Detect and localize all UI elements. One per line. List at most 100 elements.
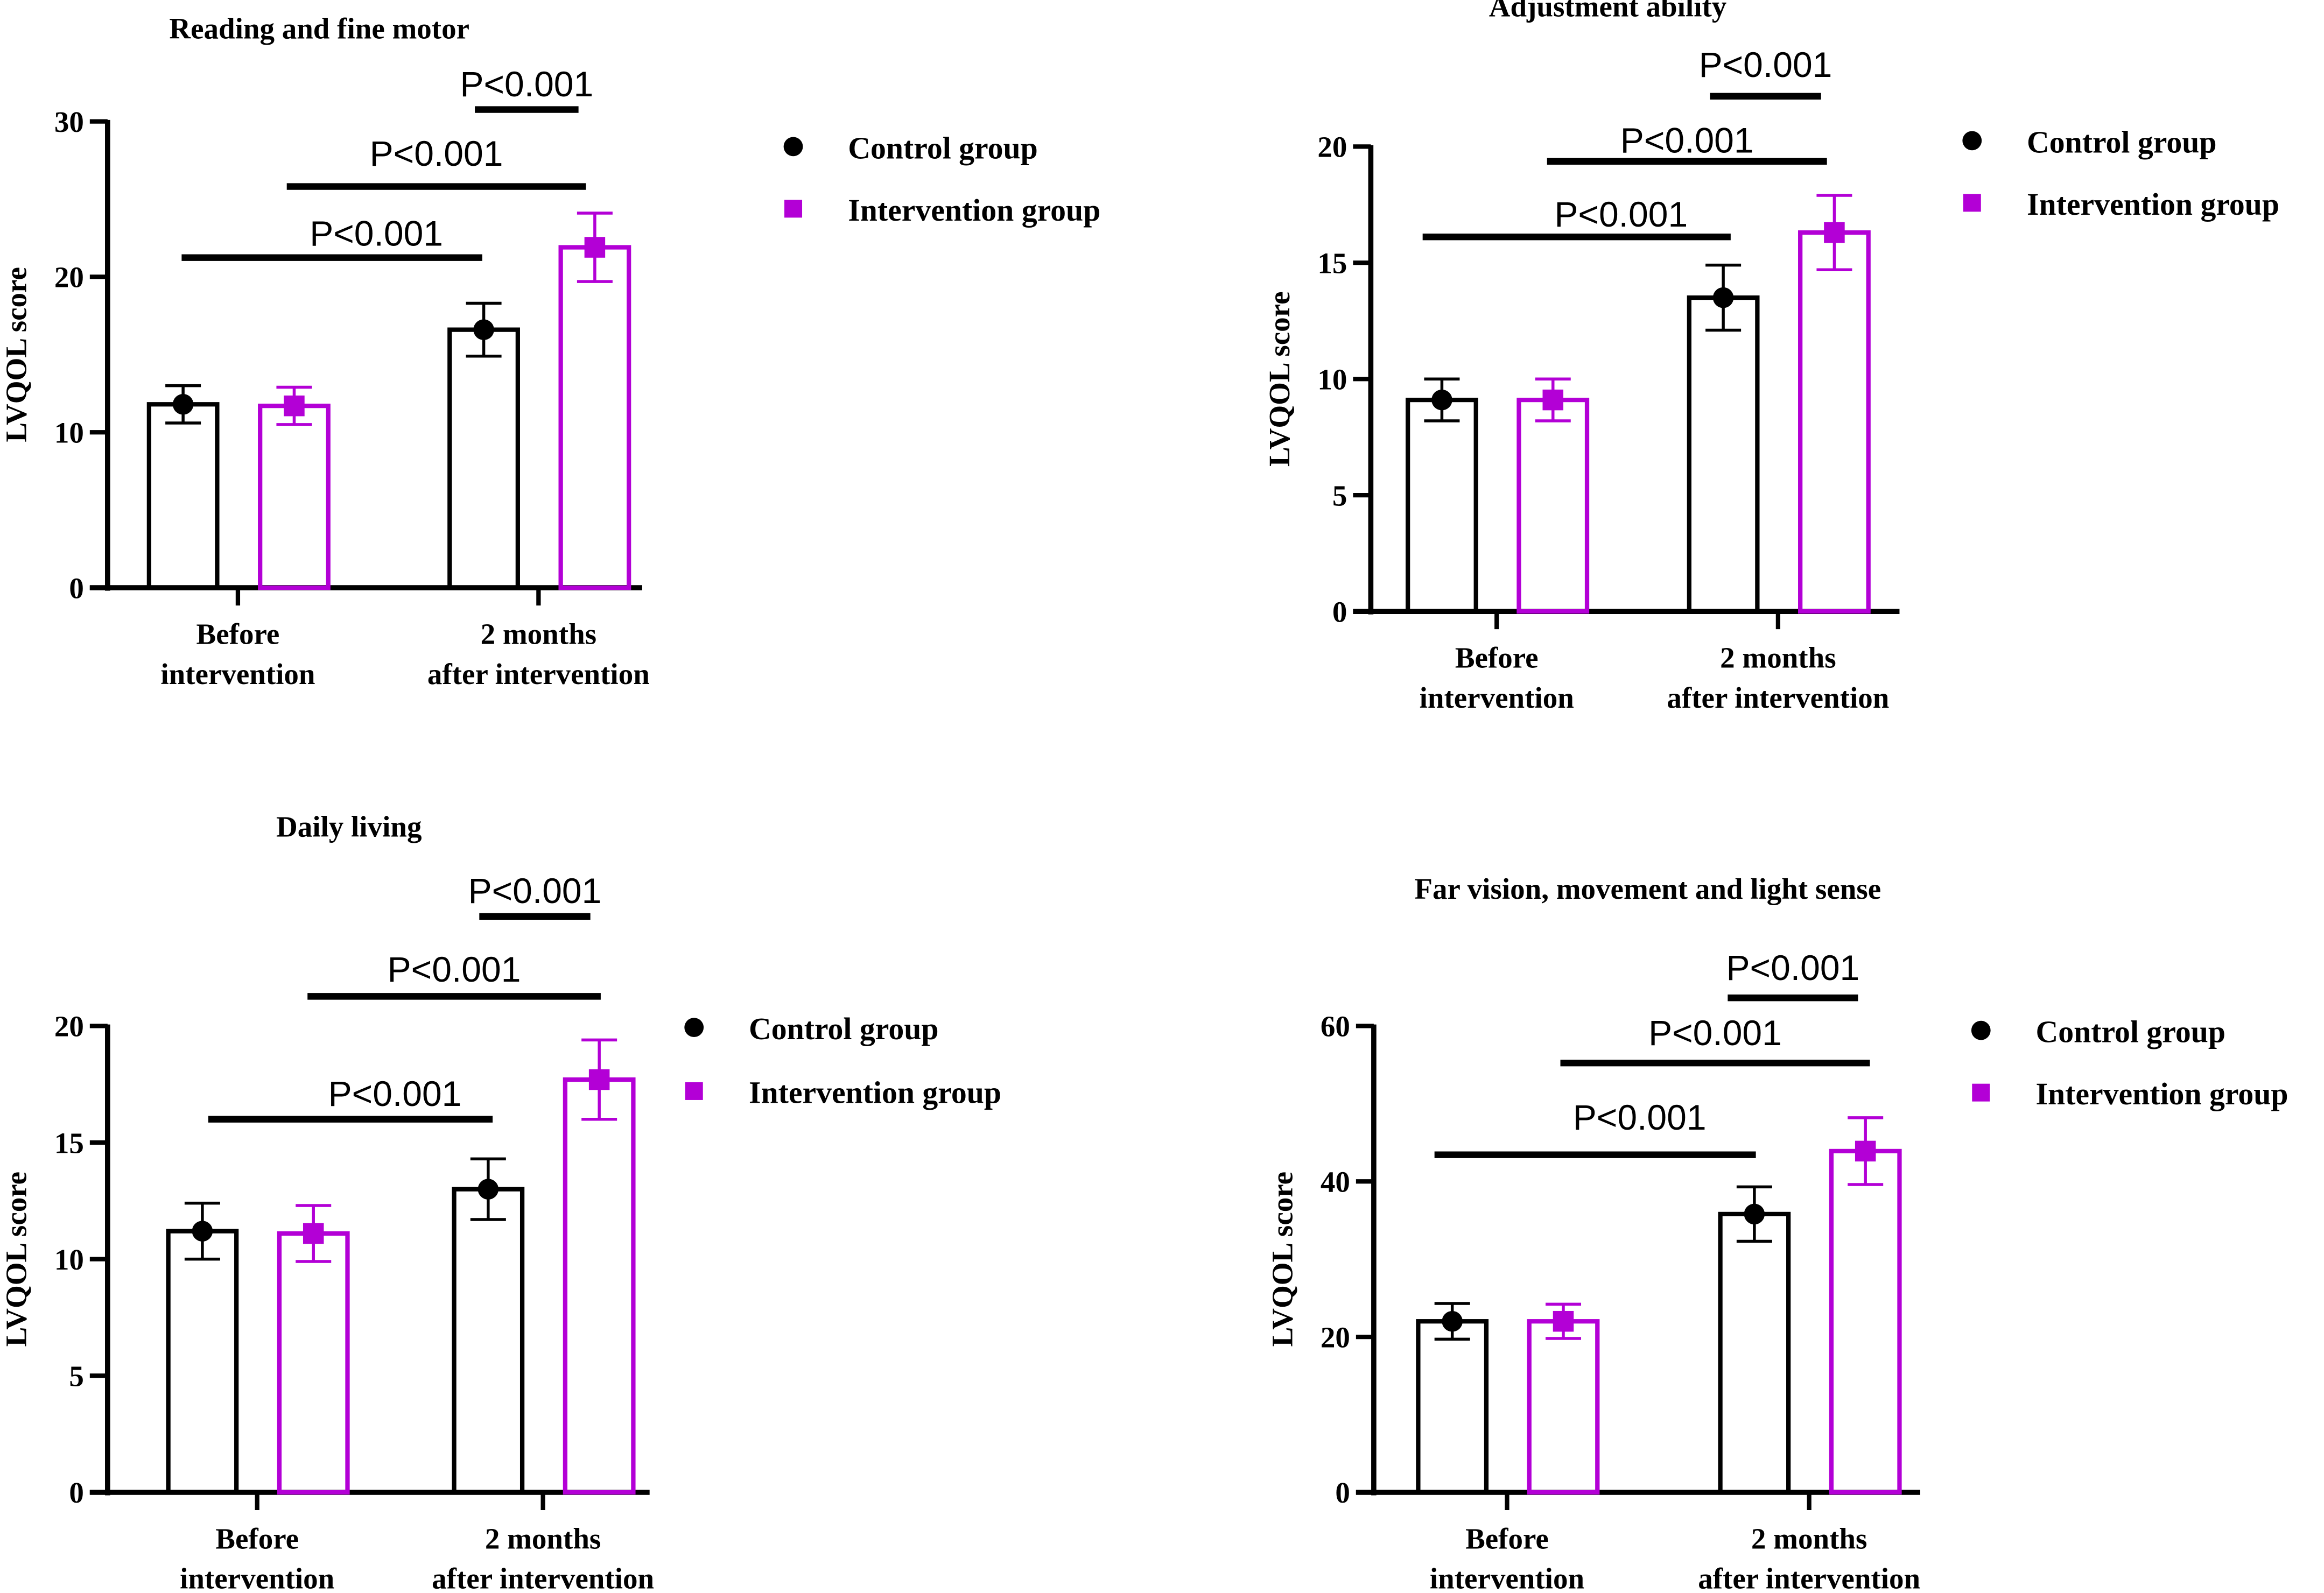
y-tick-label: 0: [69, 572, 84, 604]
x-tick-label: after intervention: [432, 1562, 654, 1593]
x-tick-label: intervention: [1430, 1562, 1584, 1593]
chart-title: Adjustment ability: [1489, 0, 1727, 23]
y-tick-label: 20: [54, 1010, 84, 1043]
bar-intervention: [1516, 397, 1590, 614]
data-point-intervention: [1542, 389, 1564, 411]
legend-label-control: Control group: [2027, 125, 2216, 159]
p-value-label: P<0.001: [328, 1074, 462, 1113]
legend-marker-control: [783, 137, 803, 157]
y-tick-label: 10: [54, 417, 84, 449]
data-point-intervention: [303, 1223, 324, 1244]
bar-control: [1416, 1319, 1489, 1495]
data-point-control: [478, 1179, 499, 1200]
legend-label-control: Control group: [749, 1012, 938, 1046]
bar-control: [1718, 1211, 1791, 1495]
x-tick-label: Before: [1465, 1522, 1549, 1555]
data-point-control: [473, 319, 494, 340]
p-value-label: P<0.001: [1699, 45, 1832, 84]
data-point-intervention: [1824, 222, 1845, 243]
y-tick-label: 0: [1335, 1476, 1350, 1509]
y-tick-label: 5: [69, 1360, 84, 1393]
p-value-label: P<0.001: [310, 214, 443, 253]
bar-intervention: [1527, 1319, 1600, 1495]
y-axis-label: LVQOL score: [0, 267, 33, 442]
legend-label-intervention: Intervention group: [2027, 188, 2279, 222]
x-tick-label: intervention: [180, 1562, 334, 1593]
data-point-intervention: [1553, 1310, 1574, 1332]
y-axis-label: LVQOL score: [1263, 292, 1296, 467]
y-tick-label: 20: [1321, 1321, 1350, 1354]
x-tick-label: after intervention: [1698, 1562, 1920, 1593]
y-tick-label: 15: [54, 1126, 84, 1159]
data-point-intervention: [1855, 1140, 1876, 1162]
y-tick-label: 40: [1321, 1165, 1350, 1198]
p-value-label: P<0.001: [460, 64, 593, 104]
y-axis-label: LVQOL score: [0, 1172, 33, 1347]
y-axis-label: LVQOL score: [1266, 1172, 1299, 1347]
y-tick-label: 20: [54, 261, 84, 294]
p-value-label: P<0.001: [468, 871, 602, 911]
data-point-intervention: [284, 395, 305, 417]
bar-intervention: [277, 1231, 350, 1495]
y-tick-label: 5: [1332, 479, 1347, 512]
data-point-intervention: [584, 237, 606, 258]
legend-marker-control: [1971, 1020, 1991, 1040]
data-point-intervention: [588, 1069, 610, 1090]
p-value-label: P<0.001: [1726, 948, 1859, 988]
bar-intervention: [1798, 230, 1871, 614]
bar-control: [452, 1187, 525, 1495]
x-tick-label: intervention: [160, 658, 315, 690]
p-value-label: P<0.001: [388, 949, 521, 989]
legend-marker-intervention: [784, 200, 803, 218]
y-tick-label: 15: [1317, 247, 1347, 280]
bar-intervention: [1829, 1148, 1902, 1495]
bar-intervention: [258, 404, 331, 590]
legend-marker-control: [1962, 131, 1982, 151]
chart-panel-2: Adjustment ability LVQOL score 0 5 10 15 20 Bef…: [1263, 0, 2279, 714]
chart-panel-4: Far vision, movement and light sense LVQO…: [1266, 872, 2288, 1593]
x-tick-label: Before: [196, 618, 280, 651]
bar-control: [146, 402, 220, 590]
legend-marker-intervention: [685, 1082, 703, 1100]
legend-label-intervention: Intervention group: [749, 1076, 1001, 1110]
x-tick-label: 2 months: [481, 618, 596, 651]
legend-marker-intervention: [1963, 194, 1981, 212]
x-tick-label: 2 months: [1751, 1522, 1867, 1555]
bar-intervention: [558, 245, 631, 590]
data-point-control: [192, 1221, 213, 1242]
x-tick-label: intervention: [1420, 681, 1574, 714]
x-tick-label: Before: [215, 1522, 299, 1555]
p-value-label: P<0.001: [1573, 1097, 1707, 1137]
data-point-control: [1431, 389, 1452, 411]
y-tick-label: 0: [1332, 595, 1347, 628]
chart-panel-1: Reading and fine motor LVQOL score 0 10 20 30…: [0, 12, 1100, 690]
data-point-control: [1712, 287, 1734, 308]
data-point-control: [1744, 1203, 1765, 1225]
x-tick-label: Before: [1455, 642, 1539, 674]
chart-title: Far vision, movement and light sense: [1414, 872, 1881, 905]
p-value-label: P<0.001: [370, 133, 503, 173]
y-tick-label: 30: [54, 105, 84, 138]
y-tick-label: 10: [54, 1243, 84, 1276]
bar-control: [447, 327, 520, 590]
legend-marker-intervention: [1972, 1083, 1990, 1102]
legend-label-intervention: Intervention group: [2036, 1077, 2288, 1111]
y-tick-label: 0: [69, 1476, 84, 1509]
data-point-control: [172, 394, 194, 415]
x-tick-label: after intervention: [427, 658, 650, 690]
legend-marker-control: [684, 1018, 704, 1038]
y-tick-label: 60: [1321, 1010, 1350, 1043]
data-point-control: [1442, 1310, 1463, 1332]
chart-panel-3: Daily living LVQOL score 0 5 10 15 20 Before int…: [0, 810, 1001, 1593]
bar-intervention: [563, 1077, 636, 1495]
y-tick-label: 20: [1317, 131, 1347, 164]
legend-label-intervention: Intervention group: [848, 194, 1100, 228]
p-value-label: P<0.001: [1648, 1013, 1782, 1053]
x-tick-label: 2 months: [485, 1522, 601, 1555]
legend-label-control: Control group: [848, 131, 1037, 165]
y-tick-label: 10: [1317, 363, 1347, 396]
bar-control: [166, 1229, 239, 1495]
chart-title: Reading and fine motor: [169, 12, 469, 45]
x-tick-label: after intervention: [1667, 681, 1889, 714]
chart-title: Daily living: [276, 810, 422, 843]
